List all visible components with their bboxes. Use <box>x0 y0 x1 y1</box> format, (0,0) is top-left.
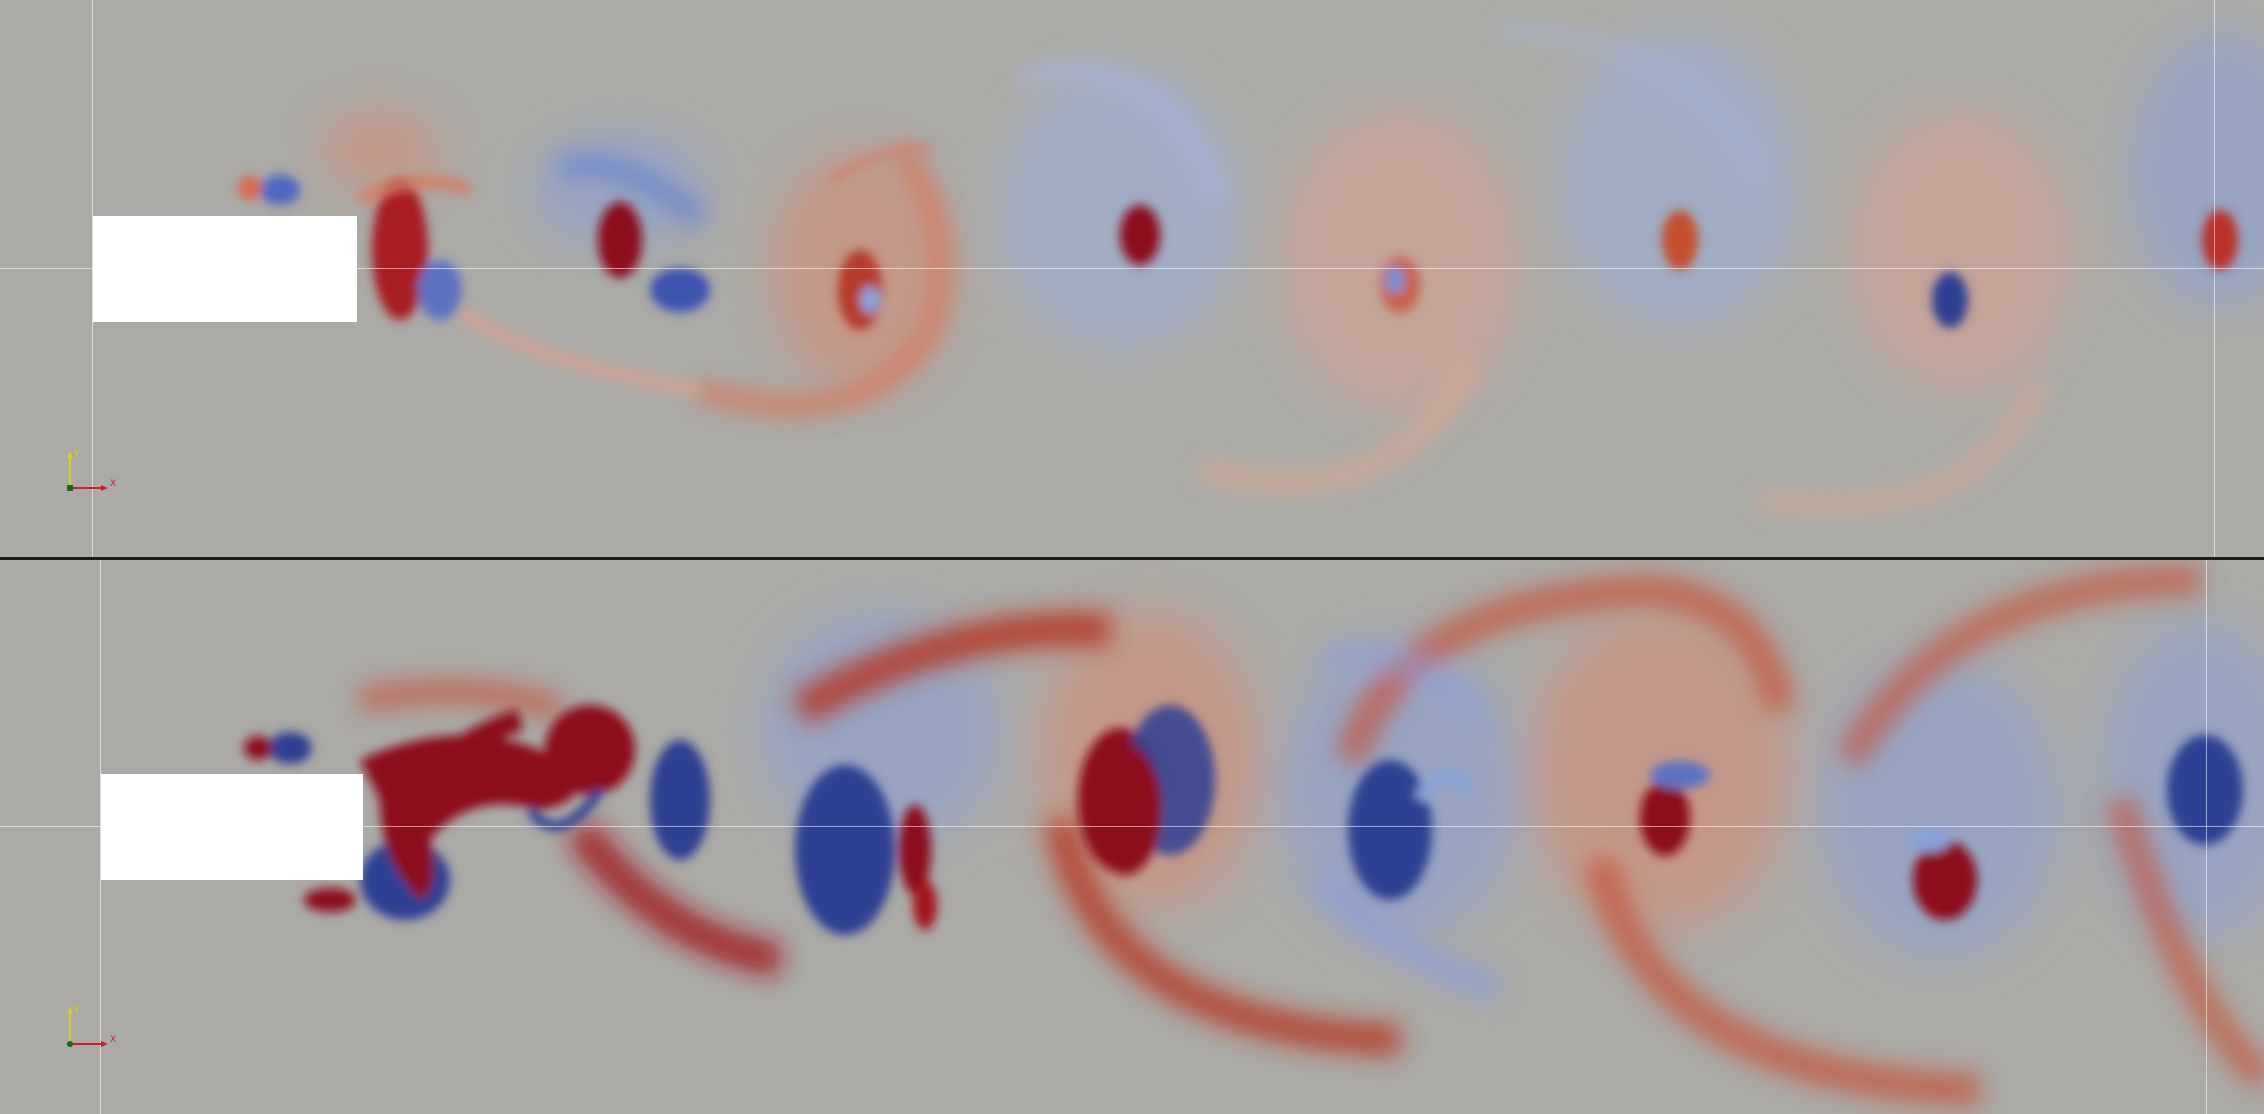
vorticity-field-bottom <box>244 565 2264 1106</box>
axis-x-label: X <box>110 479 116 489</box>
axis-y-label: Y <box>73 449 80 459</box>
axis-y-label: Y <box>73 1005 80 1015</box>
render-view-bottom[interactable]: Y X <box>0 560 2264 1114</box>
render-view-top[interactable]: Y X <box>0 0 2264 558</box>
orientation-axes-triad: Y X <box>67 449 116 491</box>
grid-line-vertical <box>2206 560 2207 1114</box>
orientation-axes-triad: Y X <box>67 1005 116 1047</box>
axis-x-label: X <box>110 1035 116 1045</box>
viewport-divider[interactable] <box>0 557 2264 560</box>
rectangular-obstacle <box>101 774 363 880</box>
grid-line-horizontal <box>0 826 2264 827</box>
grid-line-vertical <box>92 0 93 558</box>
grid-line-horizontal <box>0 268 2264 269</box>
grid-line-vertical <box>100 560 101 1114</box>
grid-line-vertical <box>2214 0 2215 558</box>
vorticity-field-top <box>238 21 2264 516</box>
rectangular-obstacle <box>93 216 357 322</box>
